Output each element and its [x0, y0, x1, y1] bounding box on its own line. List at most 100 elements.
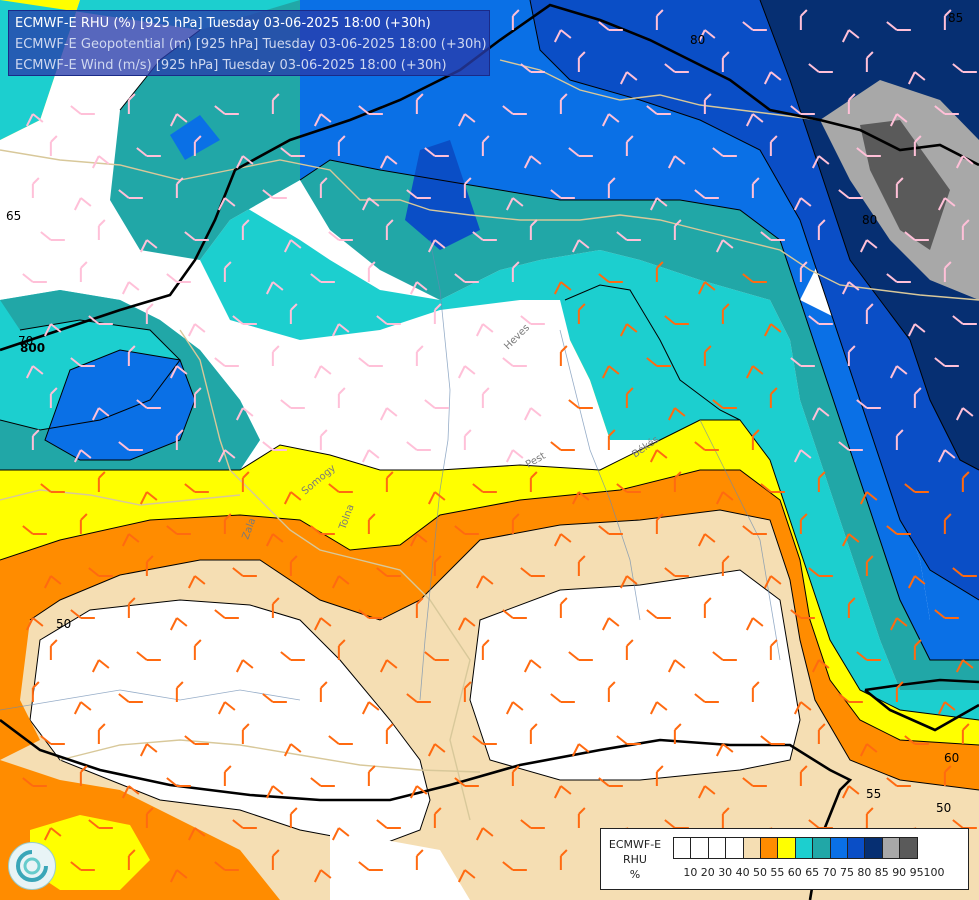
rhu-band-yellow-sw — [30, 815, 150, 890]
wind-barb — [223, 261, 232, 282]
wind-barb — [91, 155, 110, 169]
wind-barb — [358, 105, 383, 115]
wind-barb — [865, 51, 874, 72]
wind-barb — [193, 387, 202, 408]
legend-swatch — [726, 838, 744, 858]
wind-barb — [934, 609, 959, 619]
wind-barb — [331, 575, 350, 589]
wind-barb — [376, 315, 401, 325]
wind-barb — [379, 155, 398, 169]
wind-barb — [571, 491, 590, 505]
wind-barb — [358, 861, 383, 871]
legend-tick-label: 10 — [683, 866, 698, 879]
wind-barb — [523, 155, 542, 169]
wind-barb — [625, 135, 634, 156]
wind-barb — [262, 693, 287, 703]
rhu-band-yellow — [0, 420, 979, 745]
rhu-low-area-east — [469, 569, 801, 781]
wind-barb — [367, 765, 376, 786]
wind-barb — [166, 273, 191, 283]
wind-barb — [913, 639, 922, 660]
wind-barb — [406, 693, 431, 703]
wind-barb — [751, 681, 760, 702]
wind-barb — [856, 399, 881, 409]
wind-barb — [385, 219, 394, 240]
wind-barb — [139, 239, 158, 253]
wind-barb — [529, 219, 538, 240]
wind-barb — [118, 441, 143, 451]
rhu-band-blue-east-lower — [800, 300, 930, 660]
wind-barb — [283, 239, 302, 253]
wind-barb — [118, 189, 143, 199]
wind-barb — [703, 597, 712, 618]
wind-barb — [235, 155, 254, 169]
wind-barb — [715, 743, 734, 757]
wind-barb — [223, 513, 232, 534]
wind-barb — [961, 723, 970, 744]
wind-barb — [571, 239, 590, 253]
wind-barb — [760, 735, 785, 745]
wind-barb — [121, 281, 140, 295]
wind-barb — [79, 261, 88, 282]
wind-barb — [193, 639, 202, 660]
legend-ticks: 10 20 30 40 50 55 60 65 70 75 80 85 90 95 100 — [673, 866, 973, 880]
wind-barb — [904, 231, 929, 241]
wind-barb — [520, 819, 545, 829]
wind-barb — [646, 105, 671, 115]
legend-tick-label: 60 — [787, 866, 802, 879]
wind-barb — [694, 189, 719, 199]
wind-barb — [859, 743, 878, 757]
header-line-wind: ECMWF-E Wind (m/s) [925 hPa] Tuesday 03-… — [15, 58, 447, 73]
wind-barb — [667, 407, 686, 421]
wind-barb — [241, 471, 250, 492]
wind-barb — [760, 483, 785, 493]
wind-barb — [529, 471, 538, 492]
wind-barb — [214, 609, 239, 619]
legend-tick-label: 100 — [923, 866, 945, 879]
wind-barb — [745, 365, 764, 379]
wind-barb — [358, 609, 383, 619]
rhu-band-teal-west — [0, 290, 260, 470]
wind-barb — [73, 197, 92, 211]
wind-barb — [520, 63, 545, 73]
wind-barb — [673, 471, 682, 492]
wind-barb — [856, 147, 881, 157]
wind-barb — [907, 575, 926, 589]
wind-barb — [529, 723, 538, 744]
wind-barb — [955, 155, 974, 169]
legend-tick-label: 30 — [718, 866, 733, 879]
wind-barb — [550, 441, 575, 451]
wind-barb — [646, 609, 671, 619]
wind-barb — [559, 597, 568, 618]
wind-barb — [598, 273, 623, 283]
wind-barb — [472, 231, 497, 241]
wind-barb — [577, 51, 586, 72]
wind-barb — [319, 429, 328, 450]
wind-barb — [664, 63, 689, 73]
wind-barb — [271, 849, 280, 870]
rhu-band-midblue-pocket — [405, 140, 480, 250]
wind-barb — [415, 849, 424, 870]
wind-barb — [385, 471, 394, 492]
wind-barb — [649, 449, 668, 463]
wind-barb — [214, 105, 239, 115]
wind-barb — [502, 861, 527, 871]
wind-barb — [265, 785, 284, 799]
wind-barb — [817, 723, 826, 744]
wind-barb — [568, 399, 593, 409]
rhu-label: 65 — [6, 209, 21, 223]
wind-barb — [598, 21, 623, 31]
wind-barb — [97, 219, 106, 240]
wind-barb — [475, 323, 494, 337]
wind-barb — [25, 365, 44, 379]
wind-barb — [337, 135, 346, 156]
wind-barb — [913, 135, 922, 156]
legend-swatch — [691, 838, 709, 858]
wind-barb — [232, 819, 257, 829]
wind-barb — [184, 231, 209, 241]
wind-barb — [328, 231, 353, 241]
wind-barb — [763, 323, 782, 337]
wind-barb — [376, 567, 401, 577]
wind-barb — [790, 609, 815, 619]
wind-barb — [427, 239, 446, 253]
